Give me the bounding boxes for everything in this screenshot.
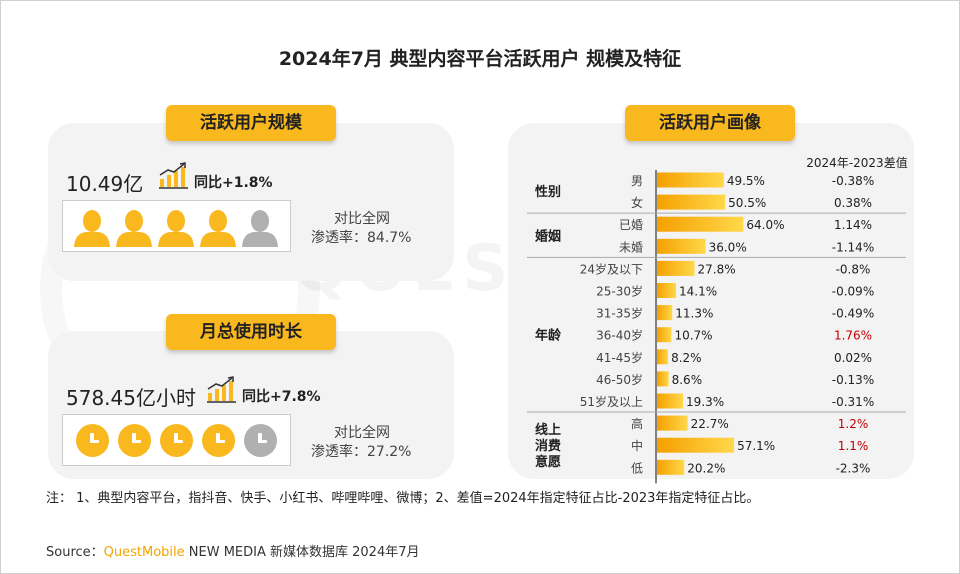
group-label: 意愿 [535, 454, 561, 470]
bar [657, 437, 735, 453]
usage-pill: 月总使用时长 [166, 314, 336, 350]
scale-growth: 同比+1.8% [194, 175, 273, 191]
diff-value: -0.8% [836, 262, 871, 276]
data-label: 64.0% [746, 218, 784, 232]
diff-value: -0.49% [832, 307, 874, 321]
footnote: 注： 1、典型内容平台，指抖音、快手、小红书、哔哩哔哩、微博；2、差值=2024… [46, 491, 760, 506]
data-label: 10.7% [674, 329, 712, 343]
bar [657, 327, 672, 343]
data-label: 20.2% [687, 461, 725, 475]
data-label: 49.5% [727, 174, 765, 188]
data-label: 19.3% [686, 395, 724, 409]
scale-penetration-value: 渗透率：84.7% [311, 230, 412, 246]
row-label: 46-50岁 [596, 372, 643, 387]
row-label: 51岁及以上 [580, 394, 643, 409]
source-line: Source：QuestMobile NEW MEDIA 新媒体数据库 2024… [46, 541, 420, 560]
scale-value: 10.49亿 [66, 172, 144, 196]
row-label: 未婚 [619, 240, 643, 254]
diff-value: 0.02% [834, 351, 872, 365]
bar [657, 216, 744, 232]
bar [657, 283, 677, 298]
row-label: 低 [631, 461, 643, 475]
data-label: 50.5% [728, 196, 766, 210]
data-label: 36.0% [709, 240, 747, 254]
bar [657, 305, 673, 321]
data-label: 8.6% [672, 373, 703, 387]
bar [657, 459, 685, 475]
row-label: 41-45岁 [596, 350, 643, 365]
clock-icon [118, 424, 151, 457]
usage-penetration-label: 对比全网 [334, 425, 390, 441]
usage-penetration-value: 渗透率：27.2% [311, 444, 412, 460]
diff-value: 1.1% [838, 439, 869, 453]
growth-chart-icon [207, 376, 236, 403]
scale-pill: 活跃用户规模 [166, 105, 336, 141]
clock-icon [160, 424, 193, 457]
row-label: 24岁及以下 [580, 261, 643, 276]
row-label: 高 [631, 416, 643, 431]
diff-value: -0.38% [832, 174, 874, 188]
bar [657, 393, 684, 409]
diff-value: 1.14% [834, 218, 872, 232]
diff-value: -0.31% [832, 395, 874, 409]
clock-icon [202, 424, 235, 457]
group-label: 年龄 [535, 328, 562, 344]
data-label: 8.2% [671, 351, 702, 365]
diff-value: -2.3% [836, 461, 871, 475]
diff-header: 2024年-2023差值 [806, 155, 907, 170]
usage-value: 578.45亿小时 [66, 386, 196, 410]
person-icon [200, 210, 236, 247]
usage-growth: 同比+7.8% [242, 389, 321, 405]
source-prefix: Source： [46, 545, 104, 560]
row-label: 31-35岁 [596, 306, 643, 321]
data-label: 14.1% [679, 285, 717, 299]
group-label: 性别 [535, 184, 561, 200]
row-label: 36-40岁 [596, 328, 643, 343]
bar [657, 238, 706, 254]
diff-value: -0.13% [832, 373, 874, 387]
bar [657, 371, 669, 387]
data-label: 22.7% [691, 417, 729, 431]
group-label: 消费 [535, 438, 561, 454]
source-rest: NEW MEDIA 新媒体数据库 2024年7月 [184, 545, 420, 560]
row-label: 女 [631, 195, 643, 210]
bar [657, 194, 726, 210]
diff-value: -0.09% [832, 285, 874, 299]
diff-value: 1.2% [838, 417, 869, 431]
group-label: 婚姻 [535, 228, 561, 244]
scale-penetration-label: 对比全网 [334, 211, 390, 227]
diff-value: -1.14% [832, 240, 874, 254]
clock-icon [76, 424, 109, 457]
row-label: 25-30岁 [596, 284, 643, 299]
bar [657, 260, 695, 276]
diff-value: 0.38% [834, 196, 872, 210]
person-icon [74, 210, 110, 247]
data-label: 27.8% [698, 262, 736, 276]
person-icon [158, 210, 194, 247]
group-label: 线上 [535, 422, 561, 438]
row-label: 男 [631, 174, 643, 188]
row-label: 中 [631, 438, 643, 453]
source-brand: QuestMobile [103, 545, 185, 560]
profile-pill: 活跃用户画像 [625, 105, 795, 141]
person-icon [116, 210, 152, 247]
data-label: 57.1% [737, 439, 775, 453]
diff-value: 1.76% [834, 329, 872, 343]
person-icon [242, 210, 278, 247]
bar [657, 172, 724, 188]
row-label: 已婚 [619, 218, 643, 232]
bar [657, 415, 688, 431]
growth-chart-icon [159, 162, 188, 189]
clock-icon [244, 424, 277, 457]
page-title: 2024年7月 典型内容平台活跃用户 规模及特征 [278, 48, 682, 70]
bar [657, 349, 669, 365]
data-label: 11.3% [675, 307, 713, 321]
